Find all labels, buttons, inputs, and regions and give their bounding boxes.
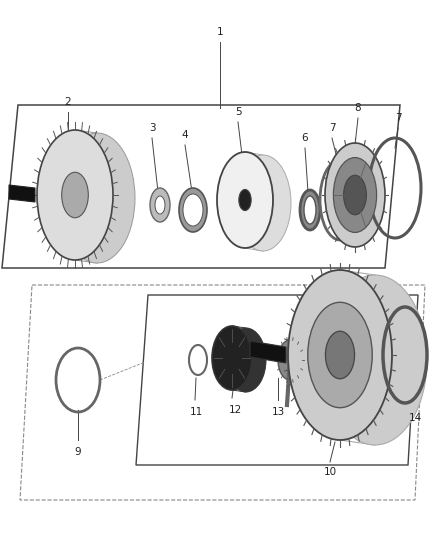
Ellipse shape	[343, 175, 367, 215]
Text: 3: 3	[148, 123, 155, 133]
Ellipse shape	[155, 196, 165, 214]
Ellipse shape	[300, 190, 320, 230]
Ellipse shape	[308, 302, 372, 408]
Text: 12: 12	[228, 405, 242, 415]
Ellipse shape	[323, 275, 427, 445]
Ellipse shape	[62, 172, 88, 218]
Polygon shape	[2, 105, 400, 268]
Text: 5: 5	[235, 107, 241, 117]
Text: 6: 6	[302, 133, 308, 143]
Text: 4: 4	[182, 130, 188, 140]
Text: 10: 10	[323, 467, 336, 477]
Text: 9: 9	[75, 447, 81, 457]
Text: 8: 8	[355, 103, 361, 113]
Ellipse shape	[288, 270, 392, 440]
Ellipse shape	[325, 331, 354, 379]
Ellipse shape	[333, 158, 377, 232]
Ellipse shape	[59, 133, 135, 263]
Ellipse shape	[278, 340, 302, 380]
Ellipse shape	[217, 152, 273, 248]
Ellipse shape	[183, 194, 203, 226]
Ellipse shape	[150, 188, 170, 222]
Ellipse shape	[235, 155, 291, 251]
Ellipse shape	[239, 189, 251, 211]
Text: 7: 7	[395, 113, 401, 123]
Polygon shape	[136, 295, 418, 465]
Polygon shape	[250, 341, 286, 363]
Text: 13: 13	[272, 407, 285, 417]
Ellipse shape	[325, 143, 385, 247]
Text: 14: 14	[408, 413, 422, 423]
Text: 11: 11	[189, 407, 203, 417]
Polygon shape	[20, 285, 425, 500]
Text: 1: 1	[217, 27, 223, 37]
Ellipse shape	[304, 196, 316, 224]
Ellipse shape	[179, 188, 207, 232]
Polygon shape	[9, 185, 35, 202]
Text: 2: 2	[65, 97, 71, 107]
Ellipse shape	[226, 328, 266, 392]
Text: 7: 7	[328, 123, 336, 133]
Ellipse shape	[37, 130, 113, 260]
Ellipse shape	[212, 326, 252, 390]
